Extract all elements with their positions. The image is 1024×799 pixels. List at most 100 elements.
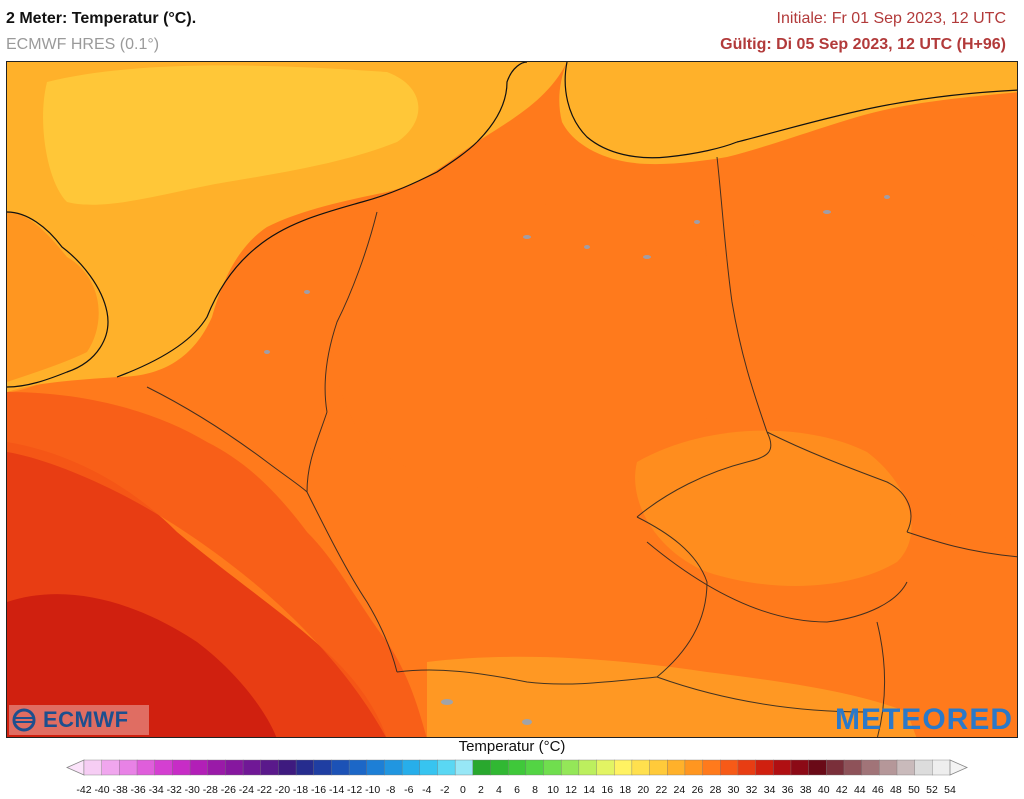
border-cz-pl: [766, 431, 912, 533]
northsea-coolest: [43, 65, 419, 205]
legend-bar: [66, 759, 968, 776]
legend-tick-label: 10: [547, 784, 559, 796]
legend-swatch: [295, 759, 315, 776]
legend-tick-label: 26: [692, 784, 704, 796]
legend-swatch: [667, 759, 686, 776]
border-nl-de: [324, 211, 378, 413]
france-hot-zone: [7, 392, 427, 737]
legend-tick-label: -40: [94, 784, 109, 796]
legend-swatch: [331, 759, 350, 776]
legend-tick-label: 54: [944, 784, 956, 796]
ecmwf-emblem-icon: [12, 708, 36, 732]
lake-7: [441, 699, 453, 705]
legend-swatch: [119, 759, 138, 776]
temperature-map[interactable]: ECMWF METEORED: [6, 61, 1018, 738]
border-ch: [396, 669, 658, 685]
meteored-logo-text: METEORED: [834, 703, 1013, 736]
legend-swatch: [366, 759, 385, 776]
legend-tick-labels: -42 -40 -38 -36 -34 -32 -30 -28 -26 -24 -22 -20 -18-…: [76, 784, 956, 796]
map-title: 2 Meter: Temperatur (°C).: [6, 10, 197, 27]
legend-tick-label: 24: [674, 784, 686, 796]
legend-swatch: [207, 759, 226, 776]
legend-swatch: [896, 759, 916, 776]
lake-2: [584, 245, 590, 249]
legend-tick-label: -14: [329, 784, 344, 796]
legend-tick-label: 34: [764, 784, 776, 796]
legend-tick-label: -8: [386, 784, 395, 796]
lake-3: [643, 255, 651, 259]
legend-swatch: [737, 759, 757, 776]
legend-swatch: [649, 759, 668, 776]
legend-swatch: [631, 759, 651, 776]
lake-9: [304, 290, 310, 294]
legend-tick-label: 46: [872, 784, 884, 796]
legend-swatch: [720, 759, 739, 776]
coastlines: [7, 62, 1017, 388]
legend-tick-label: 44: [854, 784, 866, 796]
coastline-baltic: [736, 89, 1017, 143]
border-cz-at: [646, 541, 908, 623]
legend-swatch: [172, 759, 191, 776]
legend-tick-label: 16: [601, 784, 613, 796]
legend-swatch: [755, 759, 774, 776]
legend-swatch: [879, 759, 898, 776]
border-fr-de: [306, 491, 398, 673]
ecmwf-logo: ECMWF: [9, 705, 149, 735]
color-legend: -42 -40 -38 -36 -34 -32 -30 -28 -26 -24 -22 -20 -18-…: [66, 759, 968, 796]
poland-warm: [727, 217, 1017, 542]
legend-tick-label: -4: [422, 784, 431, 796]
legend-tick-label: -16: [311, 784, 326, 796]
legend-tick-label: -32: [167, 784, 182, 796]
legend-tick-label: 22: [655, 784, 667, 796]
legend-tick-label: 12: [565, 784, 577, 796]
legend-tick-label: 28: [710, 784, 722, 796]
legend-tick-label: -22: [257, 784, 272, 796]
legend-swatch: [932, 759, 951, 776]
lake-1: [523, 235, 531, 239]
legend-swatch: [525, 759, 545, 776]
legend-tick-label: 38: [800, 784, 812, 796]
legend-tick-label: 20: [637, 784, 649, 796]
legend-tick-label: -30: [185, 784, 200, 796]
legend-tick-label: -36: [131, 784, 146, 796]
legend-tick-label: 6: [514, 784, 520, 796]
legend-swatch: [136, 759, 156, 776]
border-it-at: [656, 676, 868, 713]
legend-swatch: [490, 759, 509, 776]
legend-swatch: [437, 759, 456, 776]
legend-tick-label: 40: [818, 784, 830, 796]
legend-swatch: [101, 759, 120, 776]
border-at-hu: [876, 621, 885, 737]
legend-title: Temperatur (°C): [458, 738, 566, 755]
alps-cool: [427, 656, 917, 737]
legend-swatch: [808, 759, 827, 776]
model-label: ECMWF HRES (0.1°): [6, 36, 160, 53]
legend-swatch: [154, 759, 173, 776]
legend-tick-label: 30: [728, 784, 740, 796]
legend-tick-label: -6: [404, 784, 413, 796]
legend-swatch: [242, 759, 262, 776]
legend-tick-label: 50: [908, 784, 920, 796]
coastline-denmark: [476, 62, 738, 159]
border-de-pl: [716, 156, 768, 433]
legend-swatch: [401, 759, 421, 776]
legend-tick-label: -24: [239, 784, 254, 796]
legend-tick-label: 48: [890, 784, 902, 796]
legend-tick-label: -18: [293, 784, 308, 796]
legend-swatch: [83, 759, 103, 776]
legend-swatch: [914, 759, 933, 776]
legend-tick-label: -34: [149, 784, 164, 796]
lake-6: [884, 195, 890, 199]
coastline-continent: [116, 141, 478, 378]
lake-8: [522, 719, 532, 725]
uk-land-warm: [7, 202, 108, 392]
legend-tick-label: -38: [112, 784, 127, 796]
legend-tick-label: 18: [619, 784, 631, 796]
lakes: [264, 195, 890, 725]
legend-swatch: [278, 759, 297, 776]
legend-swatch: [826, 759, 845, 776]
legend-swatch: [790, 759, 810, 776]
legend-swatch: [843, 759, 863, 776]
border-cz-de: [636, 431, 772, 518]
legend-swatch: [543, 759, 562, 776]
